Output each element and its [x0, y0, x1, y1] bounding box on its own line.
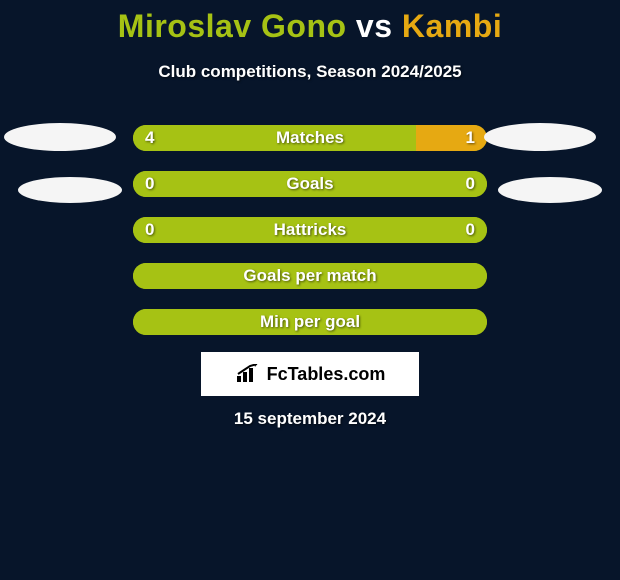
logo-box: FcTables.com — [201, 352, 419, 396]
title-player1: Miroslav Gono — [118, 8, 347, 44]
date-text: 15 september 2024 — [0, 409, 620, 429]
stat-label: Goals per match — [133, 263, 487, 289]
logo-text: FcTables.com — [267, 364, 386, 385]
title-player2: Kambi — [402, 8, 502, 44]
stat-bar-row: Min per goal — [133, 309, 487, 335]
page-title: Miroslav Gono vs Kambi — [0, 8, 620, 45]
stat-label: Min per goal — [133, 309, 487, 335]
stat-bar-row: 00Goals — [133, 171, 487, 197]
stat-bars: 41Matches 00Goals 00Hattricks Goals per mat… — [133, 125, 487, 355]
stat-label: Hattricks — [133, 217, 487, 243]
stat-label: Matches — [133, 125, 487, 151]
logo-chart-icon — [235, 364, 261, 384]
placeholder-ellipse — [498, 177, 602, 203]
stat-bar-row: 41Matches — [133, 125, 487, 151]
placeholder-ellipse — [484, 123, 596, 151]
stat-bar-row: Goals per match — [133, 263, 487, 289]
stat-label: Goals — [133, 171, 487, 197]
placeholder-ellipse — [4, 123, 116, 151]
stat-bar-row: 00Hattricks — [133, 217, 487, 243]
comparison-canvas: Miroslav Gono vs Kambi Club competitions… — [0, 0, 620, 580]
subtitle: Club competitions, Season 2024/2025 — [0, 62, 620, 82]
placeholder-ellipse — [18, 177, 122, 203]
title-vs: vs — [347, 8, 402, 44]
